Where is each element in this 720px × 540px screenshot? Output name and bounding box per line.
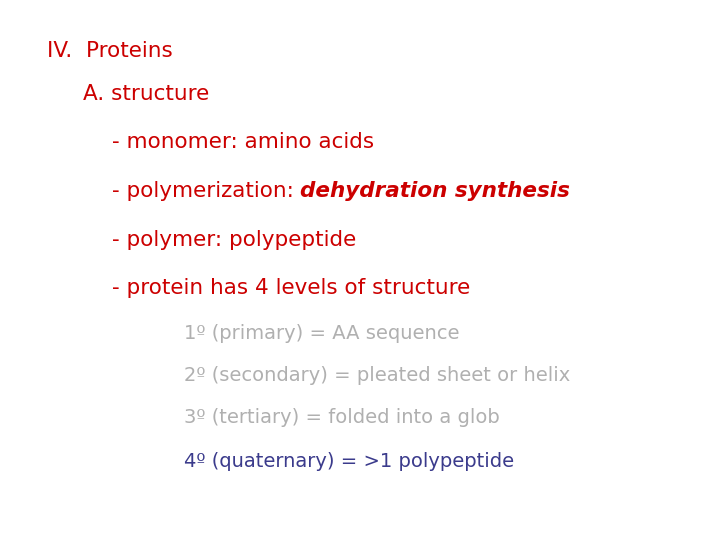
Text: 2º (secondary) = pleated sheet or helix: 2º (secondary) = pleated sheet or helix xyxy=(184,366,570,385)
Text: 3º (tertiary) = folded into a glob: 3º (tertiary) = folded into a glob xyxy=(184,408,500,427)
Text: A. structure: A. structure xyxy=(83,84,209,104)
Text: 4º (quaternary) = >1 polypeptide: 4º (quaternary) = >1 polypeptide xyxy=(184,452,514,471)
Text: dehydration synthesis: dehydration synthesis xyxy=(300,181,570,201)
Text: - polymerization:: - polymerization: xyxy=(112,181,300,201)
Text: - protein has 4 levels of structure: - protein has 4 levels of structure xyxy=(112,278,470,298)
Text: - polymer: polypeptide: - polymer: polypeptide xyxy=(112,230,356,249)
Text: - monomer: amino acids: - monomer: amino acids xyxy=(112,132,374,152)
Text: 1º (primary) = AA sequence: 1º (primary) = AA sequence xyxy=(184,324,459,343)
Text: IV.  Proteins: IV. Proteins xyxy=(47,40,173,60)
